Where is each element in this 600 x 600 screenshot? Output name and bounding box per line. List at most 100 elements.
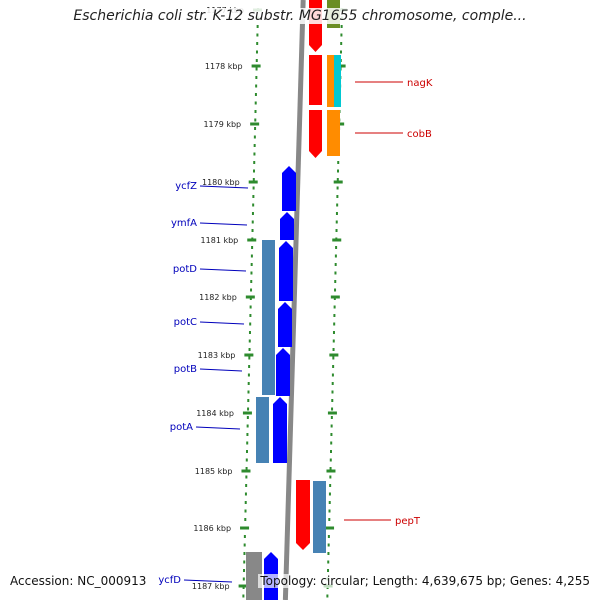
axis-dot-right	[335, 246, 338, 249]
gene-shape-pota[interactable]	[273, 397, 287, 463]
axis-dot-right	[330, 450, 332, 453]
axis-dot-left	[256, 25, 259, 28]
gene-shape-ymfa[interactable]	[280, 212, 294, 240]
tick-mark	[250, 122, 260, 126]
axis-dot-right	[328, 492, 331, 496]
gene-label-leader	[199, 321, 245, 325]
axis-dot-right	[332, 365, 335, 368]
axis-dot-left	[252, 203, 255, 207]
axis-dot-left	[252, 195, 255, 198]
gene-label-potA[interactable]: potA	[170, 422, 193, 433]
axis-dot-right	[340, 33, 343, 37]
gene-shape-pept[interactable]	[296, 480, 310, 550]
axis-dot-right	[337, 161, 340, 164]
axis-dot-right	[330, 433, 333, 436]
tick-mark-right	[336, 64, 346, 68]
gene-label-cobB[interactable]: cobB	[407, 129, 432, 140]
axis-dot-left	[250, 254, 253, 258]
axis-dot-right	[330, 424, 333, 428]
axis-dot-left	[254, 101, 257, 105]
tick-mark	[251, 64, 261, 68]
gene-label-potD[interactable]: potD	[173, 264, 197, 275]
tick-mark	[242, 411, 252, 415]
axis-dot-right	[329, 475, 332, 479]
gene-label-ycfD[interactable]: ycfD	[158, 575, 181, 586]
axis-dot-left	[245, 475, 248, 479]
gene-shape-orange[interactable]	[327, 110, 340, 156]
axis-dot-left	[255, 84, 258, 88]
axis-dot-right	[331, 382, 334, 385]
gene-label-leader	[199, 185, 249, 189]
axis-dot-right	[335, 229, 338, 232]
axis-dot-left	[247, 382, 250, 385]
gene-shape-ycfz[interactable]	[282, 166, 296, 211]
axis-dot-right	[332, 348, 335, 351]
axis-dot-left	[243, 552, 246, 555]
operon-shape[interactable]	[256, 397, 269, 463]
gene-label-leader	[199, 268, 247, 272]
axis-dot-left	[244, 492, 247, 496]
gene-shape-potc[interactable]	[278, 302, 292, 347]
gene-label-potB[interactable]: potB	[174, 364, 197, 375]
gene-label-pepT[interactable]: pepT	[395, 516, 421, 527]
axis-dot-left	[255, 59, 258, 62]
axis-dot-left	[247, 373, 250, 377]
gene-shape-cyan[interactable]	[334, 55, 341, 107]
axis-dot-left	[254, 93, 257, 96]
axis-dot-left	[246, 450, 248, 453]
axis-dot-left	[249, 322, 252, 326]
axis-dot-left	[255, 50, 258, 54]
axis-dot-left	[250, 271, 253, 275]
operon-shape[interactable]	[262, 240, 275, 395]
tick-mark	[245, 295, 255, 299]
axis-dot-right	[327, 552, 330, 555]
gene-shape-potb[interactable]	[276, 348, 290, 396]
axis-dot-right	[331, 390, 334, 394]
axis-dot-right	[334, 263, 337, 266]
gene-shape-potd[interactable]	[279, 241, 293, 301]
axis-dot-left	[253, 169, 256, 173]
axis-dot-right	[329, 458, 332, 462]
axis-dot-right	[336, 186, 339, 190]
axis-dot-right	[340, 42, 343, 45]
gene-shape-gray[interactable]	[246, 552, 262, 600]
backbone-line	[282, 0, 306, 600]
tick-label: 1179 kbp	[203, 120, 241, 129]
tick-mark-right	[330, 295, 340, 299]
gene-label-ymfA[interactable]: ymfA	[171, 218, 197, 229]
axis-dot-left	[252, 178, 255, 181]
gene-label-nagK[interactable]: nagK	[407, 78, 433, 89]
axis-dot-right	[327, 535, 330, 538]
tick-mark	[247, 238, 257, 242]
axis-dot-left	[252, 186, 255, 190]
axis-dot-right	[327, 569, 330, 572]
axis-dot-left	[248, 339, 251, 343]
axis-dot-left	[248, 356, 251, 360]
tick-label: 1185 kbp	[195, 467, 233, 476]
axis-dot-left	[253, 135, 256, 139]
gene-label-ycfZ[interactable]: ycfZ	[175, 181, 197, 192]
axis-dot-left	[254, 127, 257, 130]
axis-dot-right	[331, 399, 334, 402]
axis-dot-left	[251, 246, 254, 249]
axis-dot-right	[334, 254, 337, 258]
axis-dot-right	[328, 518, 331, 521]
axis-dot-left	[246, 441, 249, 445]
gene-shape-steel[interactable]	[313, 481, 326, 553]
gene-shape-cobb[interactable]	[309, 110, 322, 158]
tick-mark	[238, 584, 248, 588]
axis-dot-left	[254, 118, 257, 122]
tick-label: 1184 kbp	[196, 409, 234, 418]
tick-mark-right	[326, 469, 336, 473]
gene-label-potC[interactable]: potC	[174, 317, 197, 328]
axis-dot-left	[253, 161, 256, 164]
axis-dot-right	[335, 212, 338, 215]
gene-shape-nagk[interactable]	[309, 55, 322, 105]
axis-dot-right	[337, 169, 340, 173]
gene-shape-orange[interactable]	[327, 55, 335, 107]
tick-label: 1182 kbp	[199, 293, 237, 302]
axis-dot-left	[254, 110, 257, 113]
axis-dot-right	[329, 467, 332, 470]
axis-dot-right	[327, 543, 330, 547]
